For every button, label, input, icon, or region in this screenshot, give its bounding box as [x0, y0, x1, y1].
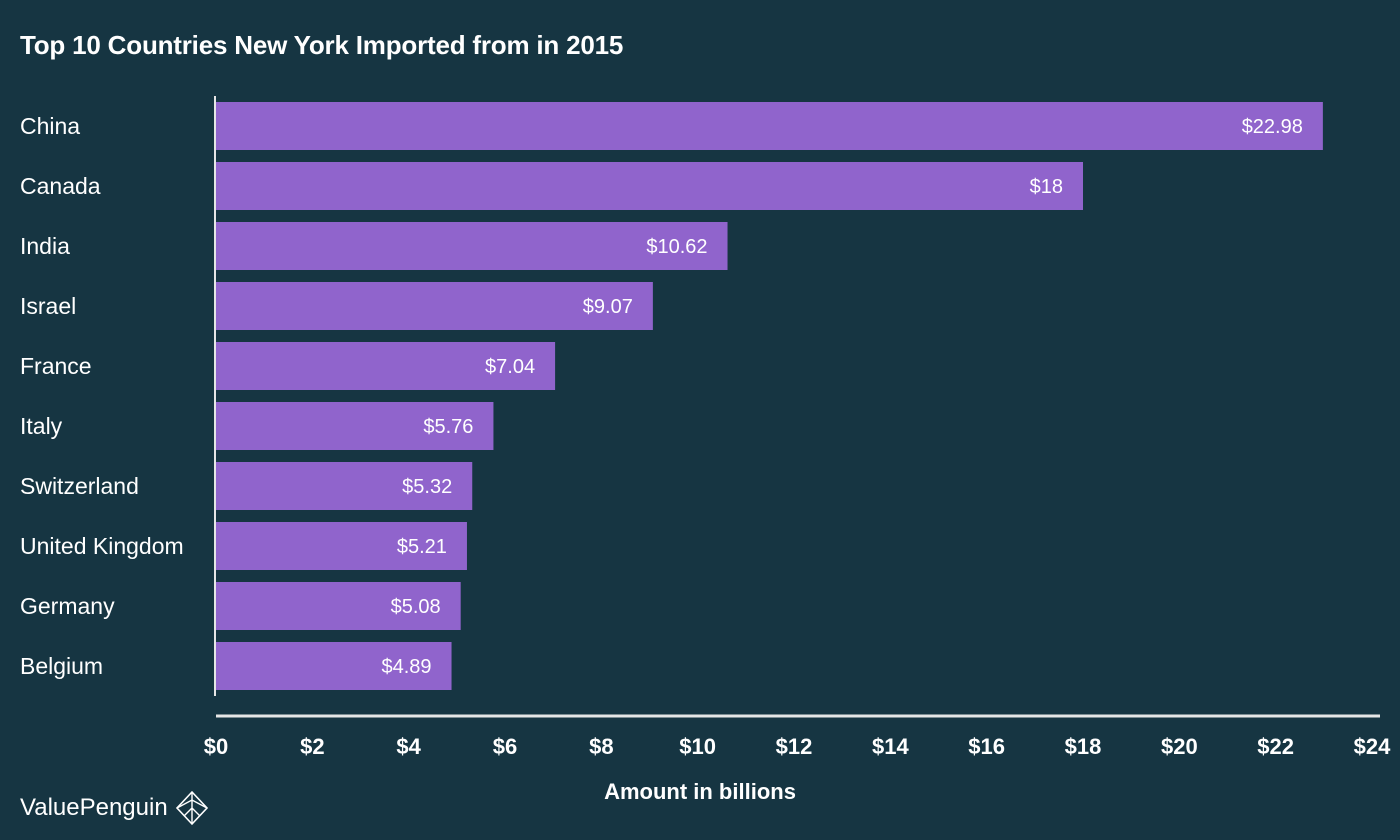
category-label: India: [20, 233, 70, 259]
bar-italy: [216, 402, 494, 450]
bar-value-label: $9.07: [583, 296, 633, 318]
category-label: Belgium: [20, 653, 103, 679]
bar-value-label: $10.62: [646, 236, 707, 258]
x-tick-label: $10: [679, 734, 716, 759]
bar-value-label: $7.04: [485, 356, 535, 378]
category-label: Canada: [20, 173, 101, 199]
bar-value-label: $5.21: [397, 536, 447, 558]
bar-value-label: $18: [1030, 176, 1063, 198]
category-label: Italy: [20, 413, 63, 439]
bar-united-kingdom: [216, 522, 467, 570]
x-axis-title: Amount in billions: [604, 779, 796, 804]
x-tick-label: $18: [1065, 734, 1102, 759]
bar-value-label: $5.08: [391, 596, 441, 618]
x-tick-label: $2: [300, 734, 324, 759]
x-tick-label: $22: [1257, 734, 1294, 759]
category-label: China: [20, 113, 80, 139]
x-tick-label: $14: [872, 734, 909, 759]
x-tick-label: $20: [1161, 734, 1198, 759]
x-tick-label: $6: [493, 734, 517, 759]
bar-china: [216, 102, 1323, 150]
x-tick-label: $8: [589, 734, 613, 759]
category-label: Switzerland: [20, 473, 139, 499]
category-label: Israel: [20, 293, 76, 319]
category-label: Germany: [20, 593, 115, 619]
bar-value-label: $22.98: [1242, 116, 1303, 138]
x-tick-label: $16: [968, 734, 1005, 759]
bar-value-label: $4.89: [381, 656, 431, 678]
category-label: United Kingdom: [20, 533, 184, 559]
bar-france: [216, 342, 556, 390]
bars-group: $22.98 $18 $10.62 $9.07 $7.04 $5.76 $5.32 $5.21…: [216, 102, 1323, 690]
x-axis-ticks: $0 $2 $4 $6 $8 $10 $12 $14 $16 $18 $20 $22 $24: [204, 734, 1391, 759]
category-label: France: [20, 353, 92, 379]
category-labels: China Canada India Israel France Italy Switzer…: [20, 113, 184, 679]
x-tick-label: $24: [1354, 734, 1391, 759]
bar-value-label: $5.32: [402, 476, 452, 498]
bar-switzerland: [216, 462, 473, 510]
bar-belgium: [216, 642, 452, 690]
bar-israel: [216, 282, 653, 330]
bar-canada: [216, 162, 1083, 210]
x-tick-label: $12: [776, 734, 813, 759]
x-tick-label: $0: [204, 734, 228, 759]
bar-value-label: $5.76: [423, 416, 473, 438]
brand-name: ValuePenguin: [20, 794, 168, 821]
x-tick-label: $4: [396, 734, 421, 759]
brand-logo-block: ValuePenguin: [20, 790, 210, 826]
bar-india: [216, 222, 728, 270]
chart-title: Top 10 Countries New York Imported from …: [20, 30, 624, 60]
penguin-diamond-icon: [175, 790, 208, 826]
bar-germany: [216, 582, 461, 630]
